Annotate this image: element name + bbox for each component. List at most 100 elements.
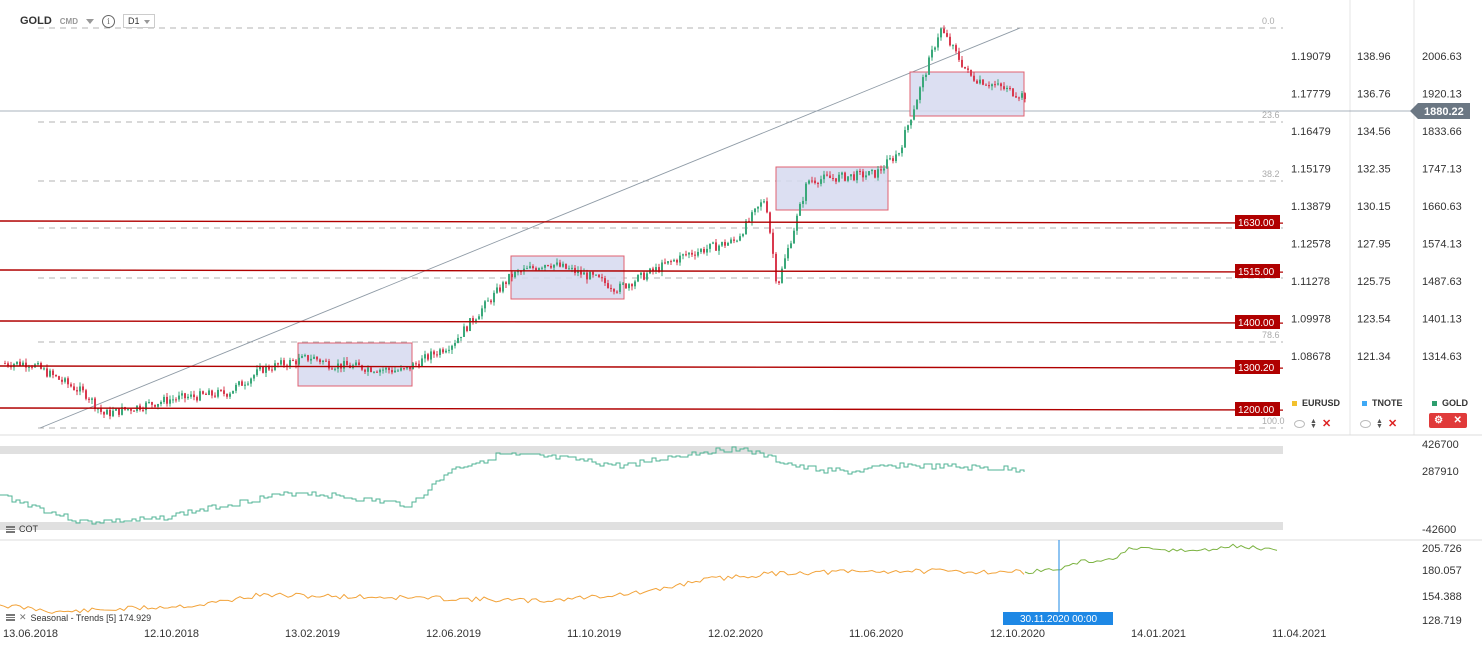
level-label: 1300.20 bbox=[1238, 363, 1275, 374]
candle-body bbox=[694, 254, 696, 256]
current-price-tag bbox=[1410, 103, 1470, 119]
reorder-icon[interactable]: ▲ ▼ bbox=[1376, 417, 1383, 430]
seasonal-tick-label: 180.057 bbox=[1422, 565, 1462, 577]
candle-body bbox=[238, 381, 240, 385]
close-icon[interactable]: ✕ bbox=[1453, 415, 1462, 426]
candle-body bbox=[415, 363, 417, 365]
cot-band bbox=[0, 522, 1283, 530]
candle-body bbox=[442, 349, 444, 353]
candle-body bbox=[229, 393, 231, 397]
candle-body bbox=[568, 268, 570, 270]
symbol-dropdown-icon[interactable] bbox=[86, 18, 94, 24]
consolidation-box bbox=[510, 255, 625, 300]
candle-body bbox=[43, 368, 45, 370]
candle-body bbox=[493, 292, 495, 303]
candle-body bbox=[898, 153, 900, 155]
candle-body bbox=[334, 368, 336, 370]
candle-body bbox=[85, 390, 87, 399]
interval-select[interactable]: D1 bbox=[123, 14, 155, 28]
consolidation-box bbox=[909, 71, 1025, 117]
reorder-icon[interactable]: ▲ ▼ bbox=[1310, 417, 1317, 430]
eurusd-swatch bbox=[1292, 401, 1297, 406]
fib-label: 100.0 bbox=[1262, 416, 1285, 426]
candle-body bbox=[928, 57, 930, 75]
candle-body bbox=[457, 337, 459, 343]
candle-body bbox=[217, 389, 219, 397]
candle-body bbox=[616, 291, 618, 293]
candle-body bbox=[262, 366, 264, 373]
candle-body bbox=[394, 370, 396, 373]
candle-body bbox=[922, 77, 924, 88]
seasonal-label: Seasonal - Trends [5] 174.929 bbox=[30, 612, 152, 623]
info-icon[interactable]: i bbox=[102, 14, 115, 28]
tnote-tick-label: 130.15 bbox=[1357, 201, 1391, 213]
candle-body bbox=[931, 49, 933, 58]
close-icon[interactable]: ✕ bbox=[1321, 418, 1332, 430]
candle-body bbox=[91, 398, 93, 400]
candle-body bbox=[955, 45, 957, 52]
eurusd-tick-label: 1.13879 bbox=[1291, 201, 1331, 213]
candle-body bbox=[679, 255, 681, 263]
candle-body bbox=[925, 74, 927, 78]
candle-body bbox=[646, 273, 648, 280]
candle-body bbox=[526, 268, 528, 270]
candle-body bbox=[805, 183, 807, 201]
x-tick-label: 13.06.2018 bbox=[3, 628, 58, 640]
candle-body bbox=[943, 28, 945, 34]
candle-body bbox=[46, 368, 48, 377]
candle-body bbox=[961, 59, 963, 67]
candle-body bbox=[910, 119, 912, 126]
candle-body bbox=[793, 230, 795, 244]
candle-body bbox=[199, 391, 201, 401]
candle-body bbox=[760, 202, 762, 207]
candle-body bbox=[775, 253, 777, 282]
candle-body bbox=[148, 402, 150, 404]
candle-body bbox=[700, 249, 702, 252]
close-icon[interactable]: ✕ bbox=[1387, 418, 1398, 430]
menu-icon[interactable] bbox=[6, 525, 15, 533]
candle-body bbox=[427, 354, 429, 360]
candle-body bbox=[559, 262, 561, 267]
cot-tick-label: 287910 bbox=[1422, 466, 1459, 478]
x-tick-label: 13.02.2019 bbox=[285, 628, 340, 640]
candle-body bbox=[487, 300, 489, 302]
candle-body bbox=[946, 33, 948, 37]
candle-body bbox=[628, 284, 630, 289]
eye-icon[interactable] bbox=[1360, 419, 1371, 428]
eye-icon[interactable] bbox=[1294, 419, 1305, 428]
candle-body bbox=[430, 351, 432, 360]
candle-body bbox=[373, 371, 375, 373]
candle-body bbox=[733, 239, 735, 241]
candle-body bbox=[640, 272, 642, 276]
candle-body bbox=[97, 408, 99, 410]
candle-body bbox=[757, 206, 759, 209]
menu-icon[interactable] bbox=[6, 614, 15, 621]
candle-body bbox=[490, 300, 492, 303]
candle-body bbox=[214, 395, 216, 397]
candle-body bbox=[583, 272, 585, 275]
candle-body bbox=[631, 284, 633, 287]
candle-body bbox=[571, 267, 573, 269]
tnote-tick-label: 136.76 bbox=[1357, 89, 1391, 101]
candle-body bbox=[589, 271, 591, 280]
candle-body bbox=[454, 342, 456, 346]
candle-body bbox=[823, 174, 825, 180]
candle-body bbox=[253, 375, 255, 379]
candle-body bbox=[799, 203, 801, 216]
candle-body bbox=[544, 265, 546, 268]
candle-body bbox=[379, 369, 381, 373]
candle-body bbox=[364, 369, 366, 372]
candle-body bbox=[682, 254, 684, 256]
tnote-tick-label: 125.75 bbox=[1357, 276, 1391, 288]
close-icon[interactable]: ✕ bbox=[19, 612, 27, 622]
candle-body bbox=[1009, 87, 1011, 89]
candle-body bbox=[370, 367, 372, 373]
candle-body bbox=[904, 130, 906, 148]
x-tick-label: 12.06.2019 bbox=[426, 628, 481, 640]
candle-body bbox=[313, 356, 315, 359]
candle-body bbox=[673, 259, 675, 262]
candle-body bbox=[670, 261, 672, 263]
settings-icon[interactable]: ⚙ bbox=[1434, 415, 1444, 426]
